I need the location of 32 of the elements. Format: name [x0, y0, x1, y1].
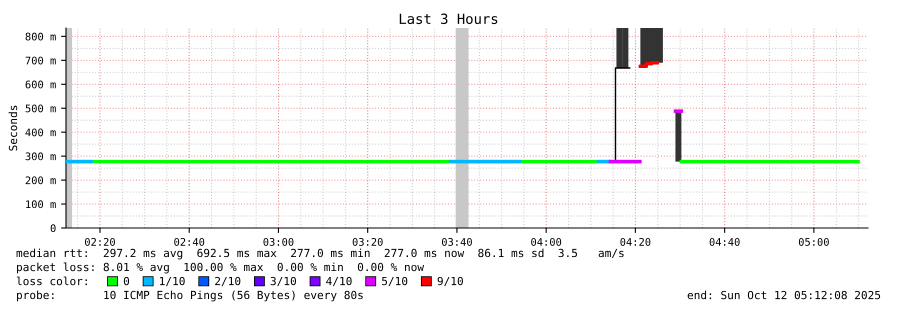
text: median rtt: 297.2 ms avg 692.5 ms max 277.0 ms min 277.0 ms now 86.1 ms sd 3.5 am/s	[16, 248, 624, 260]
y-tick-label: 300 m	[26, 152, 56, 160]
x-tick-label: 05:00	[798, 238, 829, 246]
legend-label: 5/10	[382, 276, 408, 286]
y-tick-label: 600 m	[26, 80, 56, 88]
y-tick-label: 200 m	[26, 176, 56, 184]
text: packet loss: 8.01 % avg 100.00 % max 0.00 % min 0.00 % now	[17, 262, 424, 274]
x-tick-label: 03:00	[263, 238, 294, 246]
x-tick-label: 03:20	[352, 238, 383, 246]
x-tick-label: 03:40	[442, 238, 472, 246]
x-tick-label: 04:20	[620, 238, 650, 246]
y-tick-label: 400 m	[25, 128, 56, 136]
legend-label: 2/10	[215, 276, 240, 286]
y-tick-label: 700 m	[26, 56, 56, 64]
y-tick-label: 100 m	[26, 200, 56, 208]
x-tick-label: 04:00	[531, 238, 562, 246]
y-tick-label: 800 m	[26, 32, 56, 41]
x-tick-label: 02:20	[84, 238, 115, 246]
legend-label: 9/10	[438, 276, 463, 286]
text: end: Sun Oct 12 05:12:08 2025	[688, 290, 880, 300]
legend-title: loss color:	[16, 276, 87, 286]
legend-label: 4/10	[326, 276, 352, 286]
legend-label: 1/10	[160, 276, 185, 286]
text: probe: 10 ICMP Echo Pings (56 Bytes) every 80s	[17, 290, 363, 302]
legend-label: 0	[124, 276, 130, 286]
y-tick-label: 0	[50, 224, 56, 232]
x-tick-label: 04:40	[710, 238, 740, 246]
legend-label: 3/10	[270, 276, 296, 286]
y-tick-label: 500 m	[26, 104, 56, 112]
y-axis-title: Seconds	[8, 106, 18, 151]
x-tick-label: 02:40	[174, 238, 204, 246]
chart-title: Last 3 Hours	[400, 14, 498, 24]
